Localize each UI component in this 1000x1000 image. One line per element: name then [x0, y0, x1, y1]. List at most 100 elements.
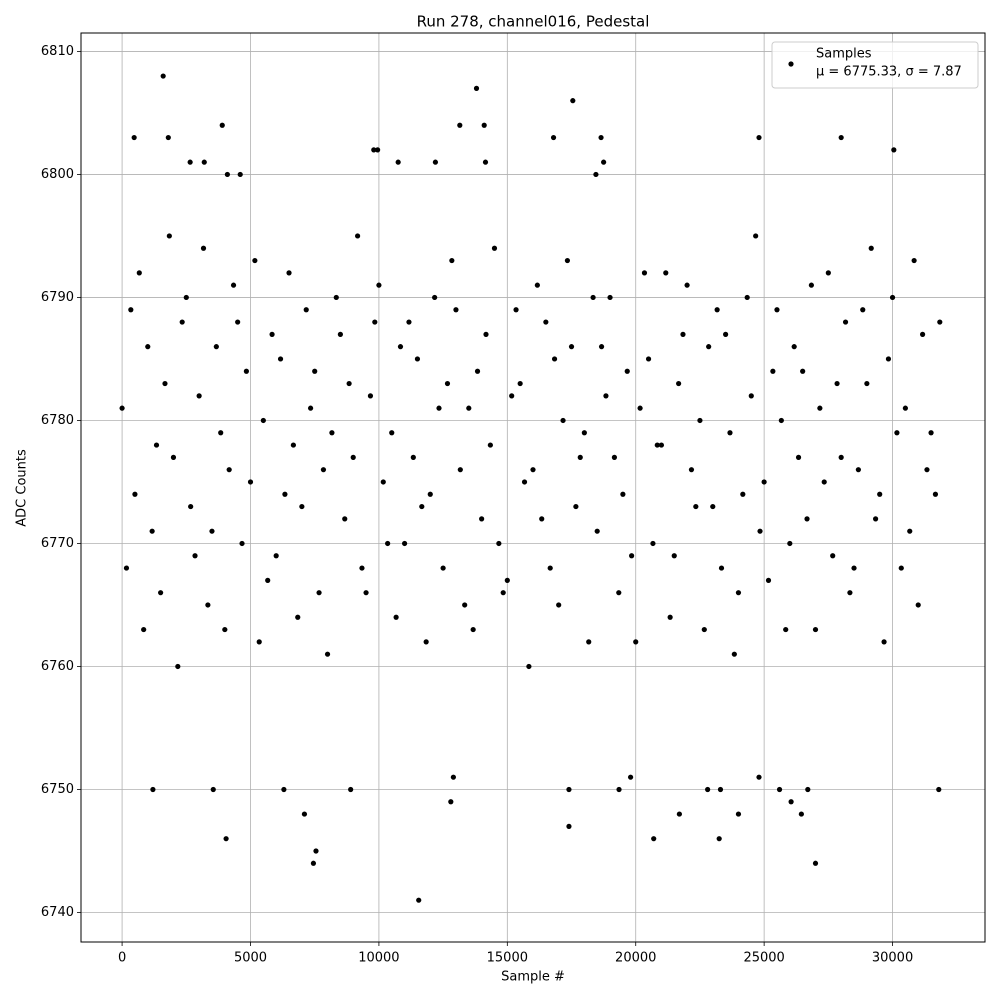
point — [500, 590, 506, 596]
point — [265, 577, 271, 583]
point — [342, 516, 348, 522]
point — [641, 270, 648, 276]
legend-stats: μ = 6775.33, σ = 7.87 — [816, 65, 962, 80]
point — [313, 848, 319, 854]
point — [363, 590, 369, 596]
point — [919, 331, 926, 337]
point — [924, 467, 930, 473]
point — [219, 122, 225, 128]
point — [235, 319, 241, 325]
point — [346, 380, 352, 387]
point — [141, 626, 147, 633]
y-tick-label: 6780 — [41, 413, 74, 428]
point — [247, 479, 254, 485]
point — [260, 417, 266, 424]
point — [359, 565, 365, 571]
point — [348, 786, 354, 793]
point — [543, 319, 549, 325]
point — [855, 467, 861, 473]
point — [389, 430, 395, 436]
point — [239, 540, 245, 547]
point — [566, 823, 572, 829]
point — [590, 294, 596, 301]
point — [448, 799, 454, 805]
point — [457, 122, 463, 128]
point — [633, 639, 639, 645]
point — [295, 614, 301, 620]
point — [586, 639, 592, 645]
point — [651, 836, 657, 842]
point — [714, 307, 720, 313]
point — [581, 430, 587, 436]
point — [593, 171, 599, 178]
points — [119, 73, 943, 903]
point — [680, 331, 686, 337]
point — [419, 503, 425, 510]
point — [560, 417, 566, 424]
point — [825, 270, 831, 276]
point — [637, 405, 643, 411]
point — [487, 442, 493, 448]
legend-box — [771, 41, 979, 89]
point — [688, 467, 695, 473]
point — [162, 380, 168, 387]
point — [423, 639, 429, 645]
point — [812, 860, 819, 866]
point — [175, 663, 181, 670]
point — [693, 503, 699, 510]
x-tick-label: 15000 — [487, 951, 528, 966]
point — [160, 73, 166, 79]
point — [795, 454, 802, 460]
point — [539, 516, 545, 522]
point — [616, 786, 622, 793]
point — [684, 282, 690, 288]
y-tick-label: 6790 — [41, 290, 74, 305]
point — [473, 85, 480, 91]
point — [877, 491, 883, 497]
point — [629, 553, 635, 559]
point — [834, 380, 840, 387]
point — [350, 454, 356, 460]
y-tick-label: 6770 — [41, 536, 74, 551]
point — [483, 331, 489, 337]
point — [570, 98, 576, 104]
x-tick-label: 10000 — [358, 951, 399, 966]
point — [517, 380, 523, 387]
point — [778, 417, 784, 424]
point — [805, 786, 811, 793]
y-tick-label: 6760 — [41, 659, 74, 674]
point — [453, 307, 459, 313]
point — [252, 257, 258, 264]
point — [119, 405, 125, 411]
point — [573, 503, 579, 510]
point — [550, 134, 557, 141]
point — [907, 528, 913, 534]
point — [716, 836, 722, 842]
point — [375, 147, 381, 153]
point — [676, 380, 682, 387]
point — [482, 159, 489, 165]
point — [898, 565, 904, 571]
point — [594, 528, 600, 534]
point — [277, 356, 284, 362]
point — [301, 811, 308, 817]
x-axis-label: Sample # — [501, 970, 565, 985]
point — [509, 393, 515, 399]
point — [312, 368, 318, 374]
point — [337, 331, 343, 337]
point — [547, 565, 553, 571]
point — [667, 614, 673, 620]
point — [894, 430, 900, 436]
x-tick-label: 0 — [118, 951, 126, 966]
point — [817, 405, 823, 411]
point — [765, 577, 772, 583]
point — [201, 159, 207, 165]
point — [286, 270, 292, 276]
point — [706, 344, 712, 350]
point — [333, 294, 339, 301]
point — [440, 565, 446, 571]
point — [449, 257, 455, 264]
point — [376, 282, 382, 288]
point — [200, 245, 207, 251]
